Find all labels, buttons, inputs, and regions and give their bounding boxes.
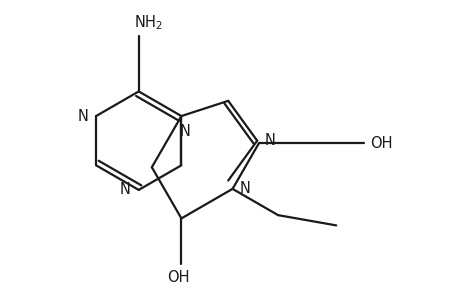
Text: N: N <box>264 133 275 148</box>
Text: OH: OH <box>369 136 392 151</box>
Text: N: N <box>120 182 130 197</box>
Text: N: N <box>179 124 190 139</box>
Text: N: N <box>77 109 88 124</box>
Text: NH$_2$: NH$_2$ <box>134 14 163 32</box>
Text: N: N <box>239 182 250 196</box>
Text: OH: OH <box>167 270 189 285</box>
